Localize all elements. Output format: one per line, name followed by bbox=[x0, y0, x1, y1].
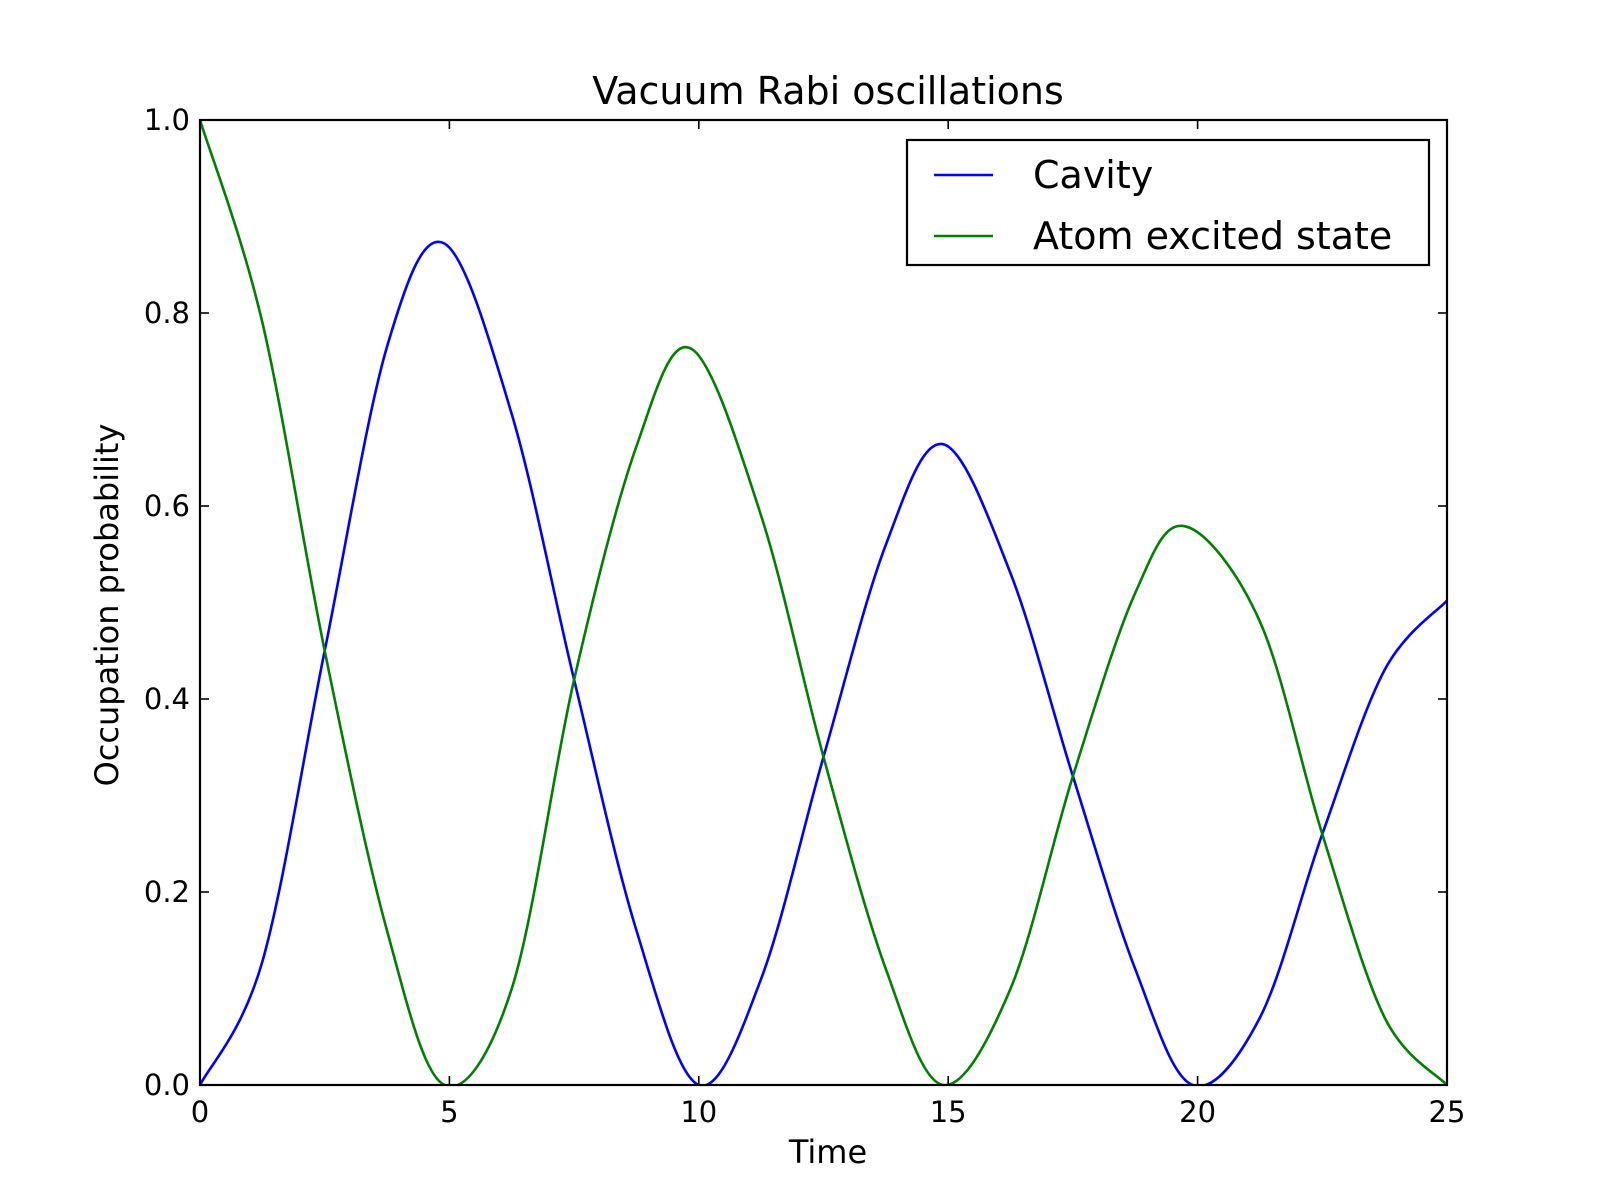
chart-title: Vacuum Rabi oscillations bbox=[592, 69, 1064, 113]
x-axis-label: Time bbox=[788, 1133, 867, 1171]
plot-frame bbox=[198, 118, 1449, 1087]
x-tick-label: 0 bbox=[191, 1095, 209, 1129]
y-tick-label: 0.4 bbox=[144, 682, 190, 716]
y-tick-label: 0.0 bbox=[144, 1068, 190, 1102]
y-tick-label: 0.2 bbox=[144, 875, 190, 909]
x-tick-label: 10 bbox=[680, 1095, 717, 1129]
y-axis-label: Occupation probability bbox=[88, 424, 126, 787]
y-tick-label: 1.0 bbox=[144, 103, 190, 137]
y-tick-label: 0.6 bbox=[144, 489, 190, 523]
plot-area: 0 5 10 15 20 25 0.0 0.2 0.4 0.6 0.8 1.0 bbox=[144, 103, 1466, 1129]
y-tick-label: 0.8 bbox=[144, 296, 190, 330]
legend: Cavity Atom excited state bbox=[905, 138, 1431, 267]
x-tick-label: 5 bbox=[440, 1095, 458, 1129]
legend-box bbox=[905, 138, 1431, 267]
legend-label: Cavity bbox=[1033, 153, 1153, 197]
x-tick-label: 15 bbox=[930, 1095, 967, 1129]
x-tick-label: 20 bbox=[1179, 1095, 1216, 1129]
legend-label: Atom excited state bbox=[1033, 214, 1392, 258]
x-tick-label: 25 bbox=[1429, 1095, 1466, 1129]
series-line-atom-excited-state bbox=[200, 120, 1447, 1085]
